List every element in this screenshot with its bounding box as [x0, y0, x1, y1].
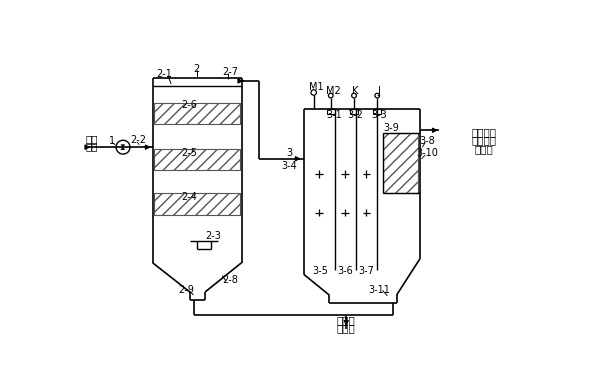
Text: 2-3: 2-3 [205, 231, 221, 241]
Text: 3-1: 3-1 [326, 110, 342, 120]
Text: 出水达标: 出水达标 [472, 127, 497, 137]
Text: 倒角: 倒角 [86, 135, 98, 144]
Bar [154, 193, 240, 215]
Bar [383, 133, 418, 193]
Text: 2-6: 2-6 [181, 100, 197, 110]
Text: 2-1: 2-1 [156, 69, 172, 79]
Text: 3-10: 3-10 [416, 148, 438, 158]
Text: K: K [352, 86, 359, 96]
Text: 3-7: 3-7 [358, 266, 374, 276]
Text: 1: 1 [109, 136, 115, 146]
Bar [327, 109, 335, 114]
Text: 2-8: 2-8 [222, 275, 238, 285]
Text: M1: M1 [310, 82, 324, 92]
Text: 3: 3 [287, 148, 293, 158]
Text: 2-4: 2-4 [181, 192, 197, 202]
Text: M2: M2 [326, 86, 341, 96]
Text: 3-4: 3-4 [282, 162, 298, 172]
Text: 3-11: 3-11 [368, 285, 391, 295]
Bar [154, 103, 240, 124]
Text: J: J [377, 86, 380, 96]
Bar [350, 109, 358, 114]
Text: 2-2: 2-2 [131, 135, 146, 145]
Bar [373, 109, 381, 114]
Text: 泥回收: 泥回收 [337, 323, 356, 333]
Text: 3-8: 3-8 [419, 136, 435, 146]
Text: 排放或回: 排放或回 [472, 135, 497, 145]
Text: 3-3: 3-3 [371, 110, 386, 120]
Text: 3-9: 3-9 [383, 123, 399, 133]
Text: 收利用: 收利用 [475, 144, 494, 154]
Text: 2: 2 [194, 64, 200, 73]
Text: 3-2: 3-2 [347, 110, 364, 120]
Text: 2-5: 2-5 [181, 148, 197, 157]
Text: 3-6: 3-6 [337, 266, 353, 276]
Text: 2-9: 2-9 [178, 285, 194, 295]
Bar [154, 149, 240, 170]
Text: 2-7: 2-7 [222, 67, 238, 77]
Text: 倒角污: 倒角污 [337, 316, 356, 325]
Text: 污水: 污水 [86, 141, 98, 151]
Text: 3-5: 3-5 [312, 266, 328, 276]
